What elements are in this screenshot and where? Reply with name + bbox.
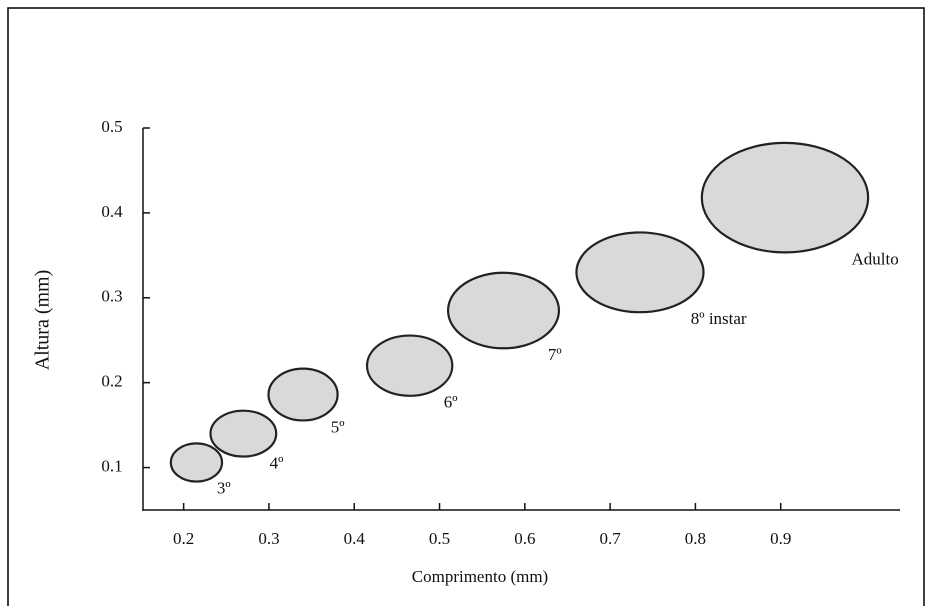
y-tick-label: 0.4 [101, 202, 123, 221]
y-axis-label: Altura (mm) [32, 270, 54, 371]
x-tick-label: 0.9 [770, 529, 791, 548]
blob [575, 231, 705, 314]
y-tick-label: 0.1 [101, 456, 122, 475]
x-tick-label: 0.2 [173, 529, 194, 548]
point-label: 7º [548, 345, 562, 364]
point-label: 4º [270, 453, 284, 472]
blob [365, 334, 454, 397]
x-tick-label: 0.3 [258, 529, 279, 548]
point-label: 3º [217, 478, 231, 497]
x-tick-label: 0.6 [514, 529, 535, 548]
blob [169, 442, 224, 483]
x-tick-label: 0.4 [344, 529, 366, 548]
blob [267, 367, 339, 422]
x-tick-label: 0.5 [429, 529, 450, 548]
x-tick-label: 0.8 [685, 529, 706, 548]
blob [446, 271, 561, 350]
x-axis-label: Comprimento (mm) [412, 567, 548, 586]
y-tick-label: 0.5 [101, 117, 122, 136]
blob [700, 141, 870, 254]
y-tick-label: 0.2 [101, 372, 122, 391]
point-label: 5º [331, 417, 345, 436]
point-label: 6º [444, 393, 458, 412]
point-label: Adulto [852, 249, 899, 268]
blob [209, 409, 278, 458]
y-tick-label: 0.3 [101, 287, 122, 306]
point-label: 8º instar [691, 309, 747, 328]
x-tick-label: 0.7 [599, 529, 621, 548]
frame [7, 7, 925, 606]
